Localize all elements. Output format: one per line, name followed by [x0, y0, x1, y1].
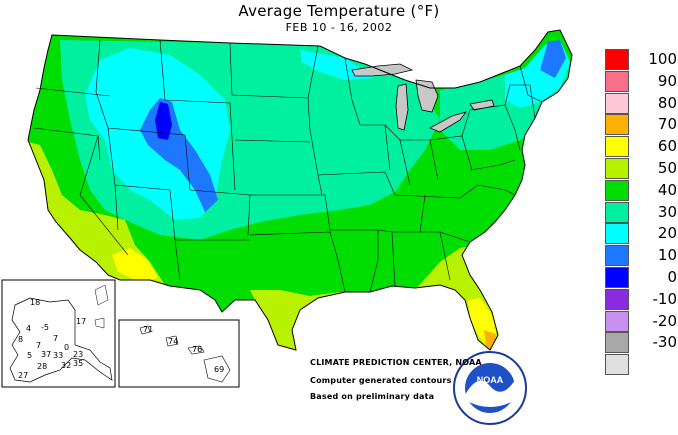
legend-row-minus-20: -20 — [605, 310, 678, 333]
legend-swatch — [605, 70, 629, 92]
band-10-maine — [540, 40, 566, 78]
lake-superior — [351, 63, 414, 77]
legend-label: 30 — [657, 202, 677, 221]
credit-center: CLIMATE PREDICTION CENTER, NOAA — [310, 358, 482, 367]
legend-swatch — [605, 201, 629, 223]
lake-erie — [429, 111, 468, 133]
legend-label: 80 — [657, 93, 677, 112]
legend-label: 60 — [657, 137, 677, 156]
alaska-value: 7 — [53, 334, 59, 343]
legend-row-20: 20 — [605, 223, 678, 245]
big-island-outline — [203, 355, 231, 383]
legend-swatch — [605, 354, 629, 376]
legend-swatch — [605, 49, 629, 70]
alaska-value: 0 — [64, 343, 70, 352]
legend-row-minus-10: -10 — [605, 288, 678, 311]
band-0-yellowstone — [155, 102, 172, 140]
legend-swatch — [605, 266, 629, 288]
state-boundaries — [27, 29, 573, 351]
legend-swatch — [605, 157, 629, 179]
legend-label: 20 — [657, 224, 677, 243]
temperature-legend: 100 90 80 70 60 50 40 30 20 10 0 -1 — [605, 49, 678, 376]
alaska-value: 5 — [27, 351, 33, 360]
legend-label: 70 — [657, 115, 677, 134]
lake-michigan — [395, 83, 409, 131]
legend-row-70: 70 — [605, 114, 678, 136]
alaska-value: 32 — [61, 361, 72, 370]
legend-label: 40 — [657, 180, 677, 199]
hawaii-value: 74 — [168, 337, 179, 346]
legend-label: 100 — [648, 50, 677, 68]
band-60-southwest — [112, 248, 158, 282]
legend-label: -10 — [652, 289, 678, 308]
alaska-value: 35 — [73, 359, 84, 368]
hawaii-value: 69 — [214, 365, 225, 374]
legend-swatch — [605, 92, 629, 114]
legend-row-30: 30 — [605, 201, 678, 224]
legend-swatch — [605, 179, 629, 201]
legend-swatch — [605, 288, 629, 310]
legend-swatch — [605, 114, 629, 136]
credit-line-2: Based on preliminary data — [310, 392, 435, 401]
legend-swatch — [605, 332, 629, 354]
map-subtitle: FEB 10 - 16, 2002 — [285, 21, 393, 34]
legend-row-10: 10 — [605, 245, 678, 267]
legend-row-80: 80 — [605, 92, 678, 115]
alaska-value: 33 — [53, 351, 64, 360]
alaska-value: 17 — [76, 317, 87, 326]
legend-label: 0 — [667, 267, 677, 286]
alaska-value: 8 — [18, 335, 24, 344]
alaska-value: 4 — [26, 324, 32, 333]
legend-row-100: 100 — [605, 49, 678, 71]
legend-label: 10 — [657, 246, 677, 265]
legend-row-minus-30: -30 — [605, 332, 678, 354]
alaska-value: 27 — [18, 371, 29, 380]
hawaii-value: 71 — [143, 325, 154, 334]
alaska-value: 37 — [41, 350, 52, 359]
credit-line-1: Computer generated contours — [310, 376, 452, 385]
legend-row-50: 50 — [605, 157, 678, 180]
legend-row-60: 60 — [605, 136, 678, 158]
alaska-inset — [1, 279, 116, 388]
legend-row-0: 0 — [605, 266, 678, 289]
oahu-outline — [165, 335, 179, 347]
legend-label: 50 — [657, 158, 677, 177]
alaska-value: -5 — [41, 323, 49, 332]
noaa-logo-text: NOAA — [477, 375, 504, 385]
alaska-value: 7 — [36, 341, 42, 350]
maui-outline — [187, 345, 205, 355]
legend-row-40: 40 — [605, 179, 678, 202]
map-title: Average Temperature (°F) — [238, 2, 440, 20]
lake-ontario — [469, 99, 495, 111]
alaska-value: 28 — [37, 362, 48, 371]
legend-swatch — [605, 136, 629, 158]
kauai-outline — [139, 325, 151, 335]
alaska-outline — [9, 297, 113, 383]
band-50-gulf — [250, 290, 360, 350]
legend-label: -30 — [652, 333, 678, 352]
legend-label: 90 — [657, 71, 677, 90]
hawaii-value: 76 — [192, 345, 203, 354]
alaska-value: 18 — [30, 298, 41, 307]
legend-row-bottom — [605, 354, 678, 376]
noaa-logo: NOAA — [453, 351, 527, 425]
legend-label: -20 — [652, 311, 678, 330]
legend-swatch — [605, 310, 629, 332]
legend-swatch — [605, 223, 629, 245]
legend-swatch — [605, 245, 629, 267]
alaska-value: 23 — [73, 350, 84, 359]
hawaii-inset — [118, 319, 240, 388]
legend-row-90: 90 — [605, 70, 678, 93]
